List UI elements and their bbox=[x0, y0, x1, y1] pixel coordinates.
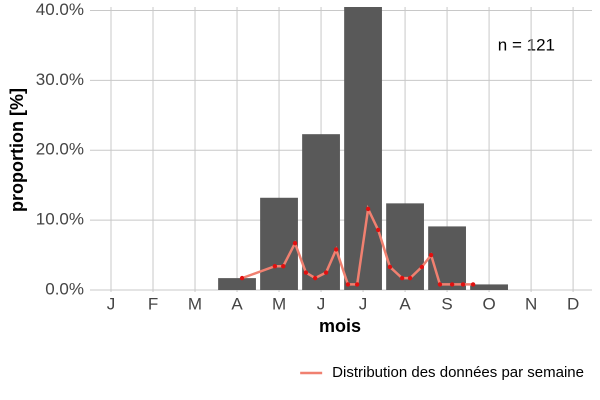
weekly-point bbox=[303, 270, 309, 275]
weekly-point bbox=[312, 275, 318, 281]
y-axis-title: proportion [%] bbox=[7, 88, 27, 212]
weekly-point bbox=[281, 264, 286, 269]
x-axis-title: mois bbox=[319, 316, 361, 336]
weekly-point bbox=[365, 206, 371, 212]
weekly-point bbox=[460, 282, 466, 287]
x-tick-label: J bbox=[107, 294, 116, 313]
weekly-point bbox=[375, 227, 381, 233]
x-tick-label: J bbox=[317, 294, 326, 313]
x-tick-label: O bbox=[482, 294, 495, 313]
weekly-point bbox=[323, 270, 329, 275]
x-tick-label: A bbox=[231, 294, 243, 313]
weekly-point bbox=[345, 282, 351, 287]
y-tick-label: 10.0% bbox=[36, 210, 84, 229]
weekly-point bbox=[449, 282, 455, 287]
x-tick-label: M bbox=[272, 294, 286, 313]
x-tick-label: A bbox=[399, 294, 411, 313]
weekly-point bbox=[407, 275, 413, 281]
x-tick-label: F bbox=[148, 294, 158, 313]
bar bbox=[260, 197, 298, 290]
y-tick-label: 0.0% bbox=[45, 279, 84, 298]
weekly-point bbox=[470, 282, 476, 287]
weekly-point bbox=[428, 252, 434, 258]
weekly-point bbox=[333, 247, 339, 252]
bar bbox=[470, 284, 508, 290]
weekly-point bbox=[354, 282, 360, 287]
bar bbox=[428, 226, 466, 290]
y-tick-label: 40.0% bbox=[36, 0, 84, 19]
x-tick-label: N bbox=[525, 294, 537, 313]
y-tick-label: 30.0% bbox=[36, 70, 84, 89]
x-tick-label: D bbox=[567, 294, 579, 313]
weekly-point bbox=[387, 264, 393, 270]
x-tick-label: M bbox=[188, 294, 202, 313]
weekly-point bbox=[399, 275, 405, 281]
weekly-point bbox=[437, 282, 443, 287]
bar bbox=[218, 278, 256, 290]
legend-label: Distribution des données par semaine bbox=[332, 364, 584, 381]
weekly-point bbox=[239, 275, 245, 281]
y-tick-label: 20.0% bbox=[36, 140, 84, 159]
weekly-point bbox=[419, 264, 425, 270]
x-tick-label: S bbox=[441, 294, 452, 313]
weekly-point bbox=[272, 264, 278, 269]
bar bbox=[386, 203, 424, 290]
annotation: n = 121 bbox=[498, 35, 555, 54]
bar bbox=[302, 134, 340, 290]
x-tick-label: J bbox=[359, 294, 368, 313]
weekly-point bbox=[292, 240, 298, 246]
